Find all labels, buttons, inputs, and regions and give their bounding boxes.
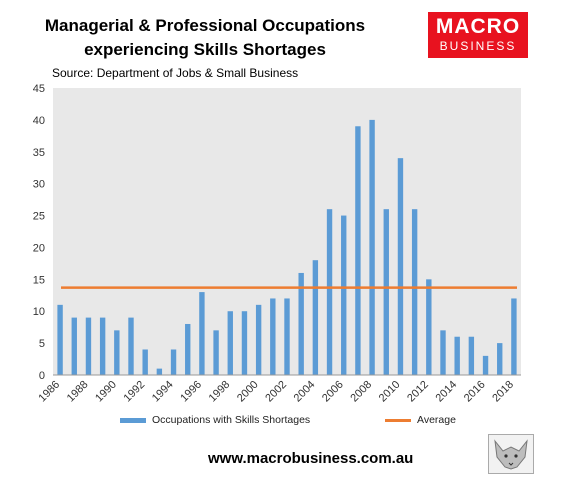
y-tick-label-0: 0: [39, 370, 45, 382]
bar-2002: [284, 298, 290, 375]
bar-2010: [397, 158, 404, 375]
x-tick-label-2012: 2012: [405, 379, 431, 405]
chart-title: Managerial & Professional Occupations ex…: [40, 14, 370, 62]
bar-1990: [114, 330, 120, 375]
fox-logo: [488, 434, 534, 474]
x-tick-label-2004: 2004: [292, 379, 318, 405]
bar-1991: [128, 317, 134, 375]
legend-swatch-bars: [120, 417, 146, 423]
x-tick-label-1986: 1986: [36, 379, 62, 405]
x-tick-label-1990: 1990: [93, 379, 119, 405]
bar-1986: [57, 304, 63, 375]
y-tick-label-15: 15: [33, 274, 45, 286]
bar-1997: [213, 330, 219, 375]
y-tick-label-25: 25: [33, 211, 45, 223]
legend-label-average: Average: [417, 414, 456, 426]
bar-1988: [85, 317, 92, 375]
legend-item-average: Average: [385, 414, 456, 426]
bar-2016: [482, 355, 489, 375]
legend-item-bars: Occupations with Skills Shortages: [120, 414, 310, 426]
bar-2005: [326, 209, 333, 375]
x-tick-label-2008: 2008: [348, 379, 374, 405]
bar-2007: [355, 126, 361, 376]
y-tick-label-10: 10: [33, 306, 45, 318]
bar-2012: [426, 279, 432, 375]
bar-2006: [341, 215, 347, 375]
x-tick-label-2006: 2006: [320, 379, 346, 405]
bar-2003: [298, 272, 304, 375]
x-tick-label-2016: 2016: [462, 379, 488, 405]
y-tick-label-5: 5: [39, 338, 45, 350]
logo-line-2: BUSINESS: [439, 39, 517, 53]
x-tick-label-1998: 1998: [207, 379, 233, 405]
bar-2001: [270, 298, 276, 375]
legend-label-bars: Occupations with Skills Shortages: [152, 414, 311, 426]
x-tick-label-2000: 2000: [235, 379, 261, 405]
website-url: www.macrobusiness.com.au: [208, 450, 414, 467]
y-tick-label-40: 40: [33, 115, 45, 127]
bar-1989: [99, 317, 106, 375]
x-tick-label-2018: 2018: [490, 379, 516, 405]
bar-1995: [185, 323, 191, 375]
macrobusiness-logo: MACRO BUSINESS: [428, 12, 528, 58]
title-line-2: experiencing Skills Shortages: [84, 40, 326, 59]
bar-2009: [383, 209, 389, 375]
bar-1993: [156, 368, 163, 375]
logo-line-1: MACRO: [435, 15, 521, 38]
bar-1994: [170, 349, 177, 375]
x-tick-label-1988: 1988: [65, 379, 91, 405]
x-tick-label-1992: 1992: [122, 379, 148, 405]
y-tick-label-35: 35: [33, 147, 45, 159]
legend-swatch-average: [385, 418, 411, 422]
bar-1998: [227, 311, 233, 375]
bar-1987: [71, 317, 77, 375]
y-tick-label-30: 30: [33, 179, 45, 191]
x-tick-label-1994: 1994: [150, 379, 176, 405]
bar-2015: [468, 336, 475, 375]
bar-2017: [497, 343, 503, 375]
x-tick-label-2002: 2002: [263, 379, 289, 405]
x-tick-label-2010: 2010: [377, 379, 403, 405]
x-tick-label-2014: 2014: [434, 379, 460, 405]
x-tick-label-1996: 1996: [178, 379, 204, 405]
bar-1999: [241, 311, 248, 375]
source-note: Source: Department of Jobs & Small Busin…: [52, 66, 299, 80]
y-tick-label-20: 20: [33, 242, 45, 254]
title-line-1: Managerial & Professional Occupations: [44, 16, 366, 35]
bar-1996: [199, 292, 205, 375]
bar-2004: [312, 260, 319, 375]
bar-2014: [454, 336, 460, 375]
y-tick-label-45: 45: [33, 83, 45, 95]
bar-2011: [411, 209, 418, 375]
bar-2008: [369, 119, 375, 375]
bar-2018: [511, 298, 517, 375]
bar-2013: [440, 330, 446, 375]
bar-2000: [255, 304, 262, 375]
bar-1992: [142, 349, 148, 375]
